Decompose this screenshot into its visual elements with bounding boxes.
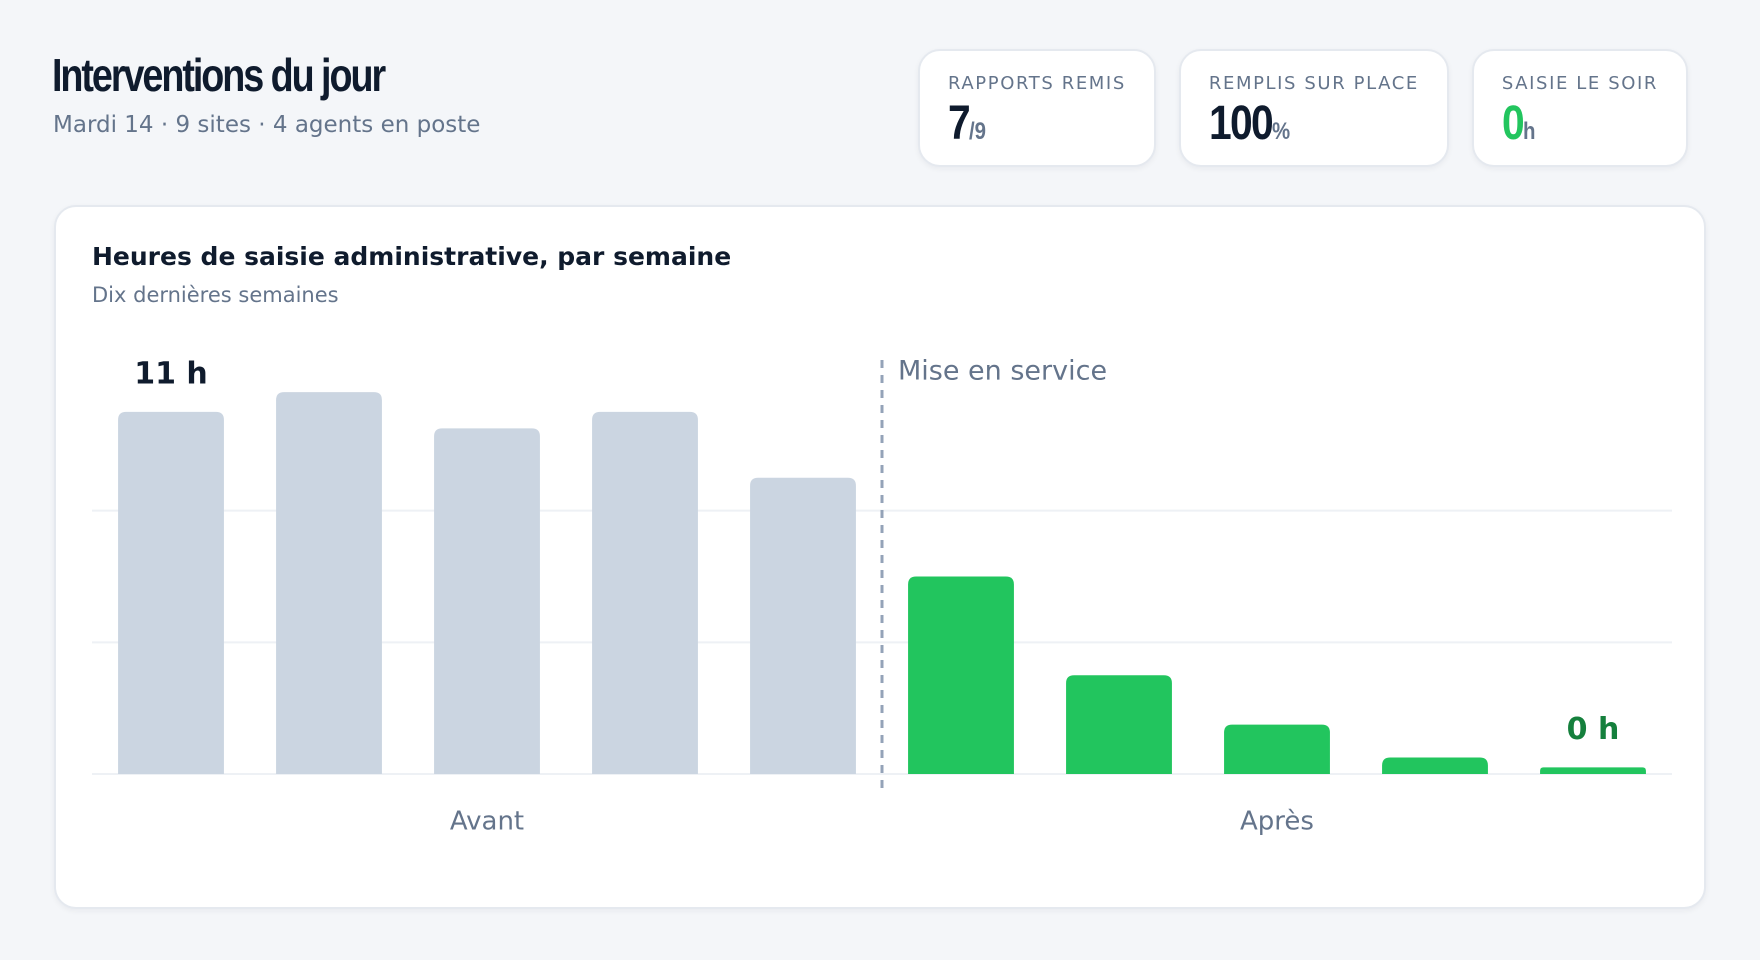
kpi-value: 100% <box>1209 96 1290 151</box>
chart-panel: Heures de saisie administrative, par sem… <box>54 205 1706 909</box>
bar <box>908 576 1014 774</box>
value-label: 11 h <box>134 356 208 391</box>
kpi-card: REMPLIS SUR PLACE 100% <box>1178 49 1449 167</box>
bar <box>1066 675 1172 774</box>
bar <box>1382 757 1488 774</box>
kpi-unit: h <box>1522 118 1536 145</box>
group-label: Après <box>1240 807 1314 837</box>
kpi-label: SAISIE LE SOIR <box>1501 73 1659 94</box>
chart-subtitle: Dix dernières semaines <box>92 283 339 307</box>
bar <box>1540 767 1646 774</box>
chart: Heures de saisie administrative, par sem… <box>92 242 1672 837</box>
kpi-value: 7/9 <box>948 96 986 151</box>
kpi-number: 0 <box>1501 97 1525 150</box>
bar <box>434 428 540 774</box>
bar <box>592 411 698 774</box>
bar <box>118 411 224 774</box>
kpi-label: REMPLIS SUR PLACE <box>1208 73 1419 94</box>
page-subtitle: Mardi 14 · 9 sites · 4 agents en poste <box>53 112 481 138</box>
kpi-number: 100 <box>1208 97 1274 150</box>
bar <box>750 477 856 774</box>
kpi-number: 7 <box>948 97 971 150</box>
page-title: Interventions du jour <box>52 49 386 101</box>
group-label: Avant <box>450 807 524 837</box>
bar <box>276 392 382 774</box>
annotation: Mise en service <box>898 356 1107 387</box>
bar <box>1224 724 1330 774</box>
kpi-unit: % <box>1271 118 1290 145</box>
kpi-card: SAISIE LE SOIR 0h <box>1471 49 1689 167</box>
kpi-value: 0h <box>1502 96 1535 151</box>
value-label: 0 h <box>1567 712 1620 747</box>
kpi-label: RAPPORTS REMIS <box>948 73 1126 94</box>
kpi-row: RAPPORTS REMIS 7/9 REMPLIS SUR PLACE 100% SA… <box>918 49 1689 167</box>
kpi-card: RAPPORTS REMIS 7/9 <box>918 49 1156 167</box>
chart-title: Heures de saisie administrative, par sem… <box>92 242 731 271</box>
kpi-unit: /9 <box>968 118 987 145</box>
